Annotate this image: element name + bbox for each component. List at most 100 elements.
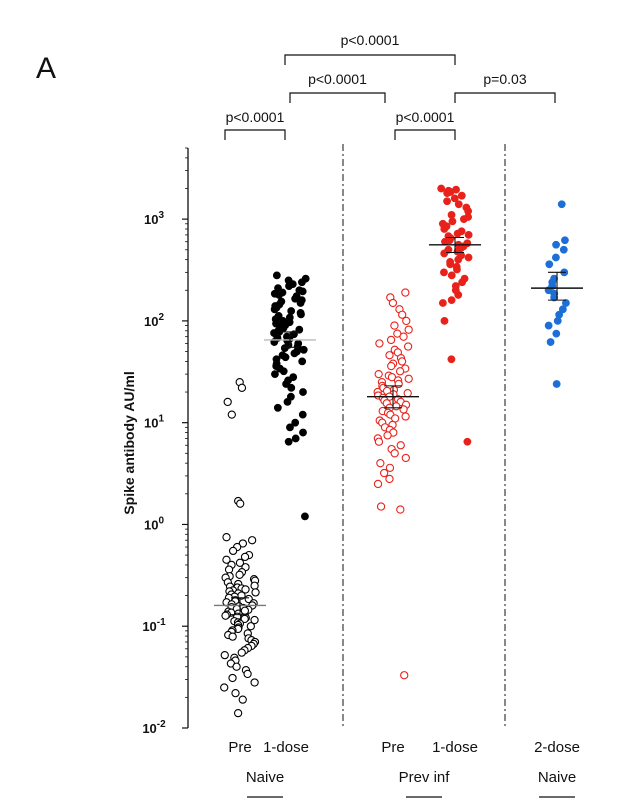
data-point: [401, 412, 410, 421]
data-point: [558, 305, 567, 314]
data-point: [440, 317, 449, 325]
data-point: [385, 351, 394, 360]
data-point: [228, 673, 237, 683]
data-point: [447, 355, 456, 364]
data-point: [450, 194, 459, 203]
comparison-bracket: [454, 92, 556, 103]
y-tick-label: 100: [144, 515, 164, 532]
data-point: [396, 505, 405, 514]
data-point: [459, 215, 468, 224]
data-point: [390, 449, 399, 458]
data-point: [250, 678, 259, 687]
data-point: [453, 265, 461, 274]
data-point: [291, 434, 300, 443]
group-label: Naive: [246, 769, 284, 786]
data-point: [440, 225, 449, 233]
data-point: [447, 211, 456, 219]
category-label: Pre: [381, 739, 404, 756]
data-point: [280, 344, 289, 353]
data-point: [237, 648, 246, 657]
data-point: [544, 321, 553, 330]
data-point: [299, 428, 307, 437]
data-point: [399, 405, 408, 414]
data-point: [385, 463, 395, 472]
data-point: [545, 260, 554, 269]
data-point: [287, 383, 296, 392]
data-point: [373, 479, 383, 489]
data-point: [250, 581, 259, 590]
data-point: [296, 299, 305, 307]
data-point: [552, 380, 561, 388]
p-value-label: p<0.0001: [226, 109, 285, 125]
data-point: [283, 398, 292, 406]
data-point: [240, 552, 250, 562]
data-point: [272, 271, 281, 280]
data-point: [396, 441, 405, 450]
data-point: [440, 268, 448, 277]
data-point: [233, 708, 243, 718]
data-point: [297, 310, 305, 319]
data-point: [401, 453, 410, 463]
data-point: [290, 349, 299, 358]
data-point: [301, 512, 309, 521]
data-point: [557, 200, 566, 209]
data-point: [221, 611, 230, 620]
data-point: [237, 383, 247, 392]
data-point: [228, 546, 238, 556]
data-point: [399, 332, 408, 341]
data-point: [284, 437, 293, 446]
data-point: [246, 622, 255, 631]
data-point: [398, 310, 407, 319]
group-label: Prev inf: [399, 769, 451, 786]
data-point: [438, 299, 447, 307]
data-point: [235, 570, 244, 579]
data-point: [458, 278, 467, 287]
data-point: [275, 291, 283, 299]
data-point: [299, 388, 307, 396]
data-point: [222, 555, 231, 564]
data-point: [271, 370, 279, 379]
comparison-bracket: [394, 129, 456, 140]
data-point: [388, 298, 398, 308]
data-point: [562, 299, 570, 307]
data-point: [247, 536, 257, 545]
data-point: [223, 397, 232, 407]
data-point: [552, 253, 560, 262]
data-point: [552, 240, 560, 249]
data-point: [291, 418, 300, 427]
data-point: [404, 325, 413, 334]
data-point: [220, 650, 229, 660]
y-tick-label: 102: [144, 312, 164, 329]
data-point: [559, 245, 568, 254]
data-point: [243, 669, 252, 679]
data-point: [561, 236, 569, 245]
data-point: [454, 200, 463, 209]
comparison-bracket: [224, 129, 286, 140]
data-point: [298, 357, 307, 366]
data-point: [379, 468, 389, 478]
data-point: [550, 293, 559, 302]
axis-layer: 10-2 10-1 100 101 102 103 Spike antibody AU/ml: [121, 147, 189, 736]
data-point: [454, 255, 463, 264]
data-point: [222, 533, 231, 542]
comparison-layer: p<0.0001 p<0.0001 p<0.0001 p<0.0001 p=0.03: [224, 32, 556, 140]
data-point: [298, 410, 307, 419]
data-point: [395, 367, 405, 376]
data-point: [375, 339, 384, 348]
data-point: [240, 614, 249, 624]
data-point: [227, 410, 236, 419]
data-point: [403, 342, 413, 351]
data-point: [231, 689, 240, 698]
data-point: [457, 191, 466, 200]
data-point: [238, 695, 247, 704]
data-point: [250, 615, 259, 625]
data-point: [286, 423, 294, 432]
data-point: [437, 184, 446, 193]
data-point: [400, 671, 409, 680]
points-layer: [220, 184, 570, 718]
category-label: 1-dose: [432, 739, 478, 756]
divider-layer: [342, 144, 506, 728]
data-point: [443, 197, 451, 206]
data-point: [220, 683, 229, 692]
